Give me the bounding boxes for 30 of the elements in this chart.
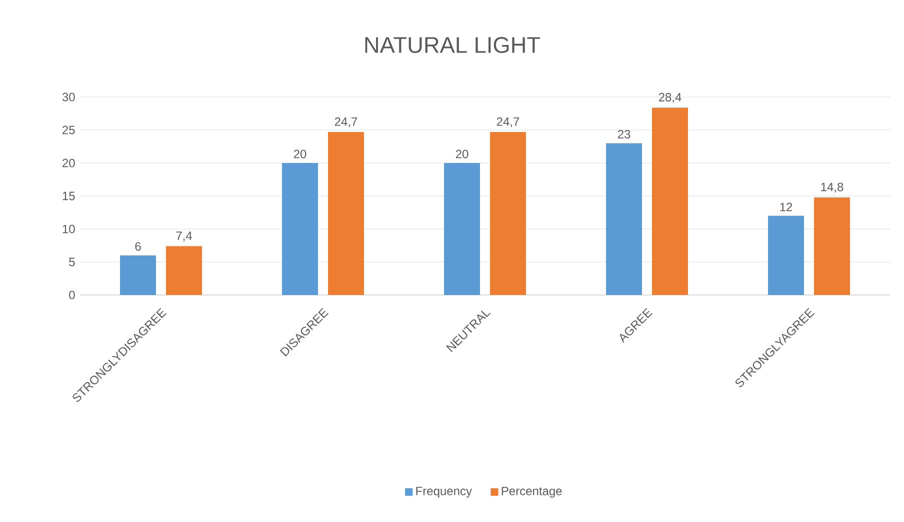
legend-label: Frequency <box>416 486 472 498</box>
data-label: 23 <box>618 130 630 138</box>
bar <box>120 255 156 295</box>
data-label: 14,8 <box>821 182 844 193</box>
chart-title: NATURAL LIGHT <box>365 36 540 54</box>
y-tick-label: 5 <box>69 258 75 266</box>
y-tick-label: 0 <box>69 290 75 300</box>
y-tick-label: 25 <box>62 126 75 134</box>
bar <box>444 163 480 295</box>
y-tick-label: 30 <box>62 92 75 102</box>
data-label: 24,7 <box>334 117 358 128</box>
bar <box>768 216 804 295</box>
y-tick-label: 10 <box>62 224 75 234</box>
y-tick-label: 15 <box>62 192 75 200</box>
data-label: 20 <box>294 150 306 158</box>
data-label: 20 <box>456 150 468 158</box>
bar <box>282 163 318 295</box>
bar <box>652 108 688 295</box>
bar <box>328 132 364 295</box>
bar <box>606 143 642 295</box>
bar <box>490 132 526 295</box>
data-label: 7,4 <box>176 232 192 242</box>
data-label: 12 <box>780 202 792 212</box>
data-label: 6 <box>135 242 141 251</box>
bar <box>814 197 850 295</box>
data-label: 24,7 <box>496 117 520 128</box>
bar <box>166 246 202 295</box>
y-tick-label: 20 <box>62 158 75 168</box>
legend-label: Percentage <box>502 486 562 498</box>
data-label: 28,4 <box>658 92 682 103</box>
